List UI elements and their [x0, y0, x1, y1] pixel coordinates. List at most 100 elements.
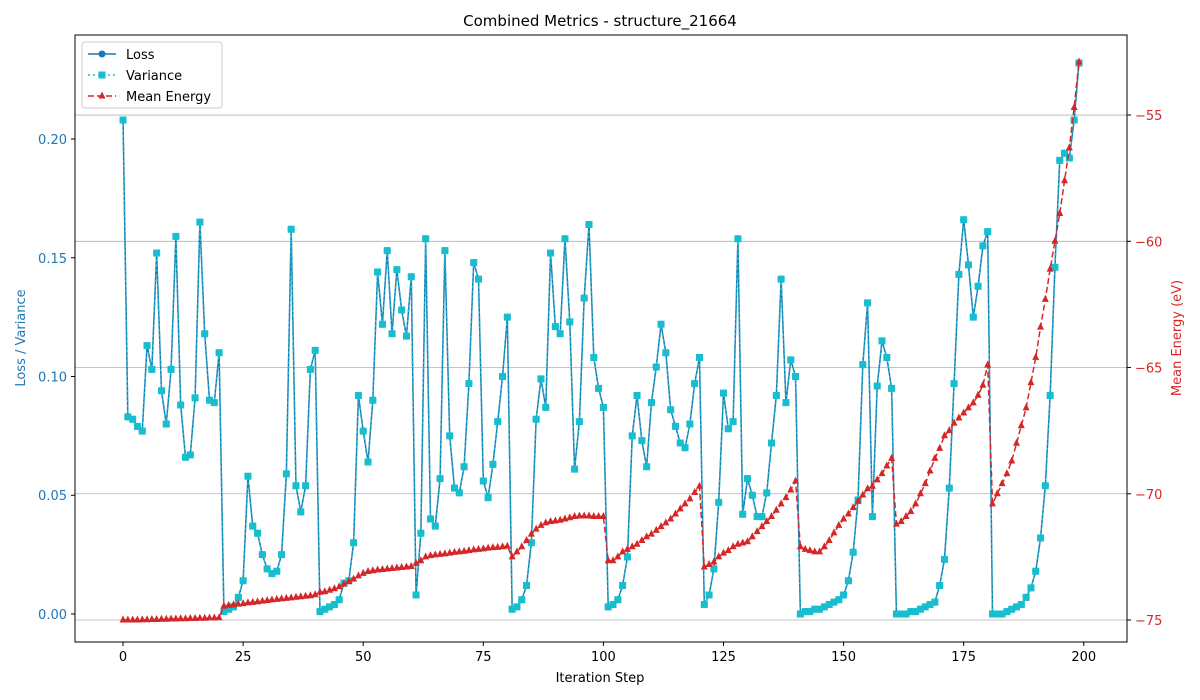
point	[215, 613, 223, 621]
point	[374, 268, 382, 276]
point	[719, 389, 727, 397]
point	[571, 512, 579, 520]
point	[768, 439, 776, 447]
point	[912, 608, 920, 616]
point	[868, 481, 876, 489]
point	[1008, 605, 1016, 613]
point	[1008, 456, 1016, 464]
point	[1056, 156, 1064, 164]
point	[431, 522, 439, 530]
point	[835, 520, 843, 528]
point	[398, 563, 406, 571]
y-tick-label: 0.00	[38, 608, 67, 623]
point	[177, 614, 185, 622]
y-tick-label: 0.15	[38, 252, 67, 267]
point	[537, 520, 545, 528]
point	[138, 427, 146, 435]
point	[273, 594, 281, 602]
point	[840, 514, 848, 522]
y-axis-label: Loss / Variance	[14, 289, 29, 386]
point	[700, 600, 708, 608]
x-tick-label: 175	[951, 650, 976, 665]
point	[820, 542, 828, 550]
point	[297, 592, 305, 600]
point	[912, 499, 920, 507]
point	[542, 403, 550, 411]
point	[258, 596, 266, 604]
point	[508, 605, 516, 613]
point	[921, 479, 929, 487]
point	[888, 384, 896, 392]
point	[691, 380, 699, 388]
point	[695, 481, 703, 489]
point	[489, 543, 497, 551]
point	[306, 365, 314, 373]
point	[643, 463, 651, 471]
point	[984, 360, 992, 368]
point	[1027, 584, 1035, 592]
point	[1017, 421, 1025, 429]
point	[945, 426, 953, 434]
point	[450, 547, 458, 555]
y2-tick-label: −55	[1135, 109, 1162, 124]
point	[230, 600, 238, 608]
point	[864, 299, 872, 307]
point	[628, 432, 636, 440]
point	[796, 610, 804, 618]
point	[465, 380, 473, 388]
x-tick-label: 25	[235, 650, 252, 665]
point	[883, 353, 891, 361]
point	[1065, 143, 1073, 151]
point	[369, 566, 377, 574]
point	[441, 247, 449, 255]
point	[210, 399, 218, 407]
point	[931, 598, 939, 606]
point	[993, 489, 1001, 497]
point	[162, 420, 170, 428]
point	[931, 453, 939, 461]
point	[868, 513, 876, 521]
point	[652, 363, 660, 371]
point	[547, 249, 555, 257]
point	[215, 349, 223, 357]
point	[191, 394, 199, 402]
point	[499, 372, 507, 380]
point	[892, 610, 900, 618]
point	[902, 610, 910, 618]
point	[782, 399, 790, 407]
point	[157, 387, 165, 395]
point	[547, 517, 555, 525]
point	[282, 470, 290, 478]
point	[436, 475, 444, 483]
point	[196, 218, 204, 226]
point	[1061, 149, 1069, 157]
point	[508, 552, 516, 560]
point	[1017, 600, 1025, 608]
point	[763, 517, 771, 525]
point	[633, 391, 641, 399]
point	[201, 330, 209, 338]
point	[998, 479, 1006, 487]
point	[393, 266, 401, 274]
point	[604, 603, 612, 611]
point	[878, 337, 886, 345]
point	[897, 517, 905, 525]
point	[523, 581, 531, 589]
legend-marker	[98, 91, 106, 99]
point	[686, 420, 694, 428]
point	[316, 587, 324, 595]
point	[518, 596, 526, 604]
point	[426, 515, 434, 523]
point	[311, 590, 319, 598]
point	[422, 235, 430, 243]
point	[455, 547, 463, 555]
point	[796, 542, 804, 550]
point	[417, 529, 425, 537]
point	[446, 432, 454, 440]
point	[354, 571, 362, 579]
point	[969, 398, 977, 406]
point	[393, 563, 401, 571]
point	[124, 615, 132, 623]
point	[724, 425, 732, 433]
point	[186, 451, 194, 459]
